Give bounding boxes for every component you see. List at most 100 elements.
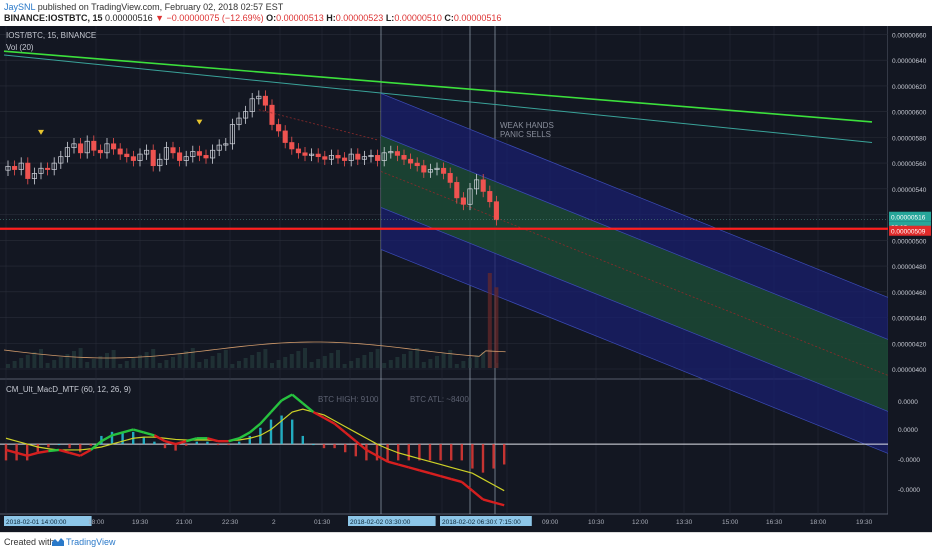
signal-triangle-icon bbox=[38, 129, 44, 135]
volume-bar bbox=[375, 349, 380, 368]
candle-up bbox=[229, 124, 235, 145]
tradingview-link[interactable]: TradingView bbox=[66, 537, 116, 547]
time-tick-label: 13:30 bbox=[676, 519, 693, 526]
candle-down bbox=[421, 165, 427, 173]
volume-bar bbox=[435, 356, 439, 368]
candle-up bbox=[71, 143, 77, 149]
volume-bar bbox=[25, 355, 30, 368]
macd-panel bbox=[0, 393, 888, 507]
macd-hist-bar bbox=[269, 419, 273, 445]
candle-down bbox=[454, 182, 460, 199]
macd-line-segment bbox=[111, 431, 123, 437]
chart-canvas[interactable]: 0.00000660 0.00000640 0.00000620 0.00000600… bbox=[0, 26, 932, 532]
volume-bar bbox=[144, 352, 149, 368]
candle-down bbox=[262, 95, 268, 106]
time-tick-label: 01:30 bbox=[314, 519, 331, 526]
macd-line-segment bbox=[79, 448, 92, 457]
macd-line-segment bbox=[387, 460, 399, 466]
volume-bar bbox=[283, 357, 288, 368]
time-tick-label: 2 bbox=[272, 519, 276, 526]
candle-up bbox=[249, 98, 255, 112]
volume-bar bbox=[362, 355, 367, 368]
volume-bar bbox=[256, 352, 261, 368]
volume-bar bbox=[58, 357, 63, 368]
candle-up bbox=[84, 140, 90, 154]
macd-line-segment bbox=[48, 448, 60, 453]
macd-line-segment bbox=[461, 481, 474, 492]
candle-up bbox=[64, 147, 70, 158]
macd-hist-bar bbox=[322, 444, 326, 449]
footer: Created with TradingView bbox=[0, 532, 932, 551]
price-tick-label: 0.00000620 bbox=[892, 84, 927, 91]
volume-bar bbox=[45, 363, 50, 368]
down-arrow-icon: ▼ bbox=[155, 13, 165, 23]
high-label: H: bbox=[326, 13, 336, 23]
weak-hands-annotation: WEAK HANDS bbox=[500, 121, 554, 130]
macd-hist-bar bbox=[503, 444, 506, 465]
volume-bar bbox=[408, 351, 413, 368]
volume-bar bbox=[72, 351, 76, 368]
volume-bar bbox=[39, 349, 43, 368]
macd-hist-bar bbox=[492, 444, 495, 469]
candle-down bbox=[315, 153, 321, 158]
macd-hist-bar bbox=[57, 444, 61, 446]
volume-bar bbox=[204, 359, 208, 368]
candle-down bbox=[97, 149, 103, 154]
macd-line-segment bbox=[153, 434, 166, 443]
macd-line-segment bbox=[397, 463, 410, 469]
macd-hist-bar bbox=[79, 444, 82, 453]
candle-down bbox=[401, 155, 407, 160]
volume-ma-line bbox=[3, 341, 506, 359]
volume-bar bbox=[230, 364, 235, 368]
macd-line-segment bbox=[376, 454, 389, 463]
candle-down bbox=[414, 162, 420, 167]
volume-bar bbox=[263, 349, 268, 368]
candle-up bbox=[157, 158, 163, 167]
time-tick-label: 7:15:00 bbox=[499, 519, 521, 526]
regression-channel bbox=[380, 93, 889, 454]
macd-line-segment bbox=[450, 477, 463, 484]
candle-down bbox=[150, 149, 156, 167]
volume-bar bbox=[6, 364, 10, 368]
volume-bars bbox=[3, 273, 506, 368]
time-tick-label: 2018-02-02 03:30:00 bbox=[350, 519, 411, 526]
volume-bar bbox=[421, 362, 426, 368]
macd-line-segment bbox=[419, 469, 431, 475]
created-with-label: Created with bbox=[4, 537, 55, 547]
open-value: 0.00000513 bbox=[276, 13, 324, 23]
price-tick-label: 0.00000580 bbox=[892, 135, 927, 142]
macd-label: CM_Ult_MacD_MTF (60, 12, 26, 9) bbox=[6, 385, 131, 394]
volume-bar bbox=[65, 354, 70, 368]
volume-bar bbox=[474, 355, 479, 368]
volume-bar bbox=[276, 360, 281, 368]
volume-bar bbox=[157, 363, 162, 368]
candle-down bbox=[355, 153, 361, 160]
macd-hist-bar bbox=[386, 444, 389, 463]
candle-down bbox=[408, 158, 414, 164]
volume-bar bbox=[270, 363, 274, 368]
volume-bar bbox=[197, 362, 202, 368]
volume-bar bbox=[118, 364, 123, 368]
candle-down bbox=[460, 197, 466, 205]
volume-spike-bar bbox=[494, 287, 499, 368]
author-link[interactable]: JaySNL bbox=[4, 2, 36, 12]
volume-bar bbox=[461, 361, 466, 368]
support-price-badge-bg bbox=[889, 225, 931, 236]
candle-up bbox=[236, 117, 242, 125]
candle-down bbox=[335, 155, 341, 159]
candle-down bbox=[124, 153, 130, 158]
volume-bar bbox=[342, 364, 347, 368]
open-label: O: bbox=[266, 13, 277, 23]
last-price-badge: 0.00000516 bbox=[891, 215, 926, 222]
candles bbox=[5, 90, 499, 226]
time-tick-label: 16:30 bbox=[766, 519, 783, 526]
macd-hist-bar bbox=[460, 444, 463, 461]
volume-bar bbox=[19, 358, 24, 368]
macd-hist-bar bbox=[185, 444, 188, 446]
macd-hist-bar bbox=[121, 431, 124, 445]
low-value: 0.00000510 bbox=[394, 13, 442, 23]
macd-tick-label: -0.0000 bbox=[898, 487, 920, 494]
macd-line-segment bbox=[440, 474, 452, 481]
candle-down bbox=[276, 124, 282, 132]
volume-bar bbox=[131, 358, 136, 368]
